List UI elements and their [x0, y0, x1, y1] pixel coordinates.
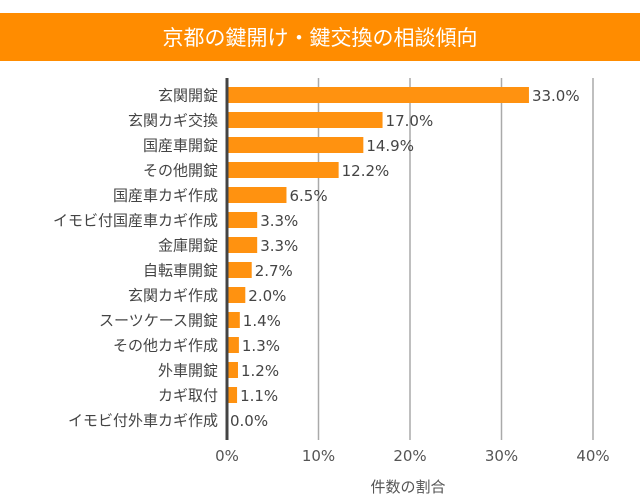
x-tick-label: 0%	[215, 447, 239, 465]
x-axis-title: 件数の割合	[370, 478, 445, 496]
data-label: 1.2%	[241, 362, 279, 380]
category-label: その他開錠	[143, 162, 218, 180]
bar	[227, 262, 252, 278]
data-label: 1.3%	[242, 337, 280, 355]
data-label: 2.7%	[255, 262, 293, 280]
category-label: 国産車開錠	[143, 137, 218, 155]
data-label: 33.0%	[532, 87, 580, 105]
bar	[227, 287, 246, 303]
bar	[227, 212, 258, 228]
bar	[227, 87, 529, 103]
data-label: 3.3%	[260, 237, 298, 255]
bar	[227, 337, 239, 353]
bar	[227, 137, 364, 153]
category-label: イモビ付国産車カギ作成	[53, 212, 218, 230]
category-label: カギ取付	[158, 387, 218, 405]
bar	[227, 362, 238, 378]
category-label: 玄関開錠	[158, 87, 218, 105]
bar	[227, 387, 238, 403]
x-tick-label: 40%	[576, 447, 609, 465]
data-label: 3.3%	[260, 212, 298, 230]
data-label: 17.0%	[386, 112, 434, 130]
data-label: 12.2%	[342, 162, 390, 180]
category-label: 金庫開錠	[158, 237, 218, 255]
category-label: イモビ付外車カギ作成	[68, 412, 218, 430]
data-label: 0.0%	[230, 412, 268, 430]
bar	[227, 112, 383, 128]
category-label: 外車開錠	[158, 362, 218, 380]
bar	[227, 312, 240, 328]
bar	[227, 237, 258, 253]
category-label: 玄関カギ交換	[128, 112, 218, 130]
bar	[227, 162, 339, 178]
category-label: 自転車開錠	[143, 262, 218, 280]
category-label: スーツケース開錠	[99, 312, 218, 330]
data-label: 6.5%	[289, 187, 327, 205]
x-tick-label: 20%	[393, 447, 426, 465]
chart-title: 京都の鍵開け・鍵交換の相談傾向	[0, 13, 640, 61]
data-label: 14.9%	[366, 137, 414, 155]
bar	[227, 187, 287, 203]
category-label: 国産車カギ作成	[113, 187, 218, 205]
category-label: その他カギ作成	[113, 337, 218, 355]
data-label: 1.4%	[243, 312, 281, 330]
data-label: 1.1%	[240, 387, 278, 405]
data-label: 2.0%	[248, 287, 286, 305]
x-tick-label: 30%	[485, 447, 518, 465]
x-tick-label: 10%	[302, 447, 335, 465]
category-label: 玄関カギ作成	[128, 287, 218, 305]
